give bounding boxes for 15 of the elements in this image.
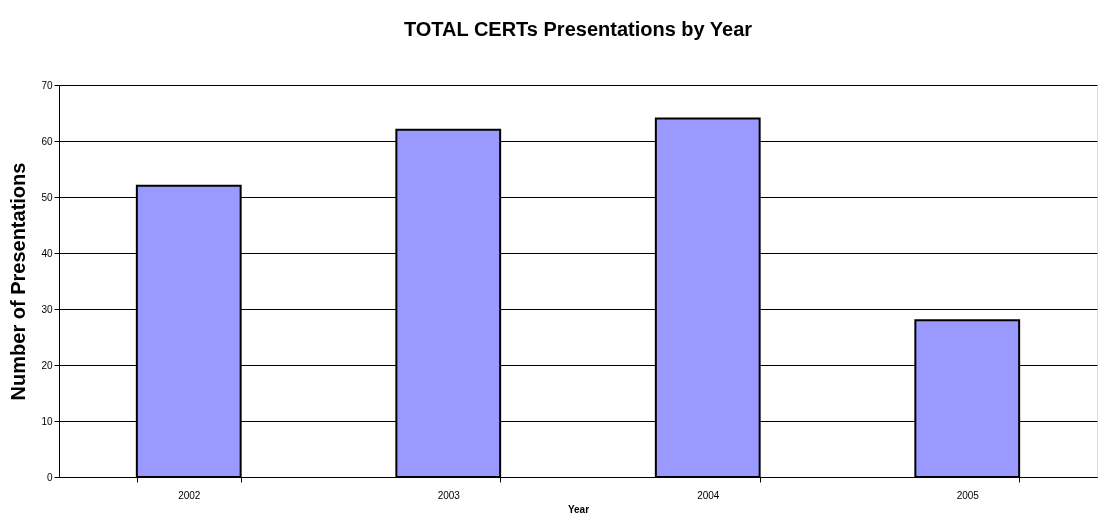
x-axis-title: Year xyxy=(567,503,590,515)
y-tick-label: 20 xyxy=(41,359,53,371)
x-tick-label: 2005 xyxy=(956,489,980,501)
y-tick-label: 10 xyxy=(41,415,53,427)
x-tick-label: 2002 xyxy=(178,489,201,501)
y-axis-title: Number of Presentations xyxy=(7,162,30,401)
y-tick-label: 0 xyxy=(46,471,53,483)
chart-title: TOTAL CERTs Presentations by Year xyxy=(403,18,753,40)
x-tick-label: 2004 xyxy=(697,489,720,501)
y-tick-label: 70 xyxy=(41,79,53,91)
y-tick-label: 40 xyxy=(41,247,53,259)
x-tick-label: 2003 xyxy=(437,489,461,501)
y-tick-label: 60 xyxy=(41,135,53,147)
y-tick-label: 50 xyxy=(41,191,53,203)
y-tick-label: 30 xyxy=(41,303,53,315)
